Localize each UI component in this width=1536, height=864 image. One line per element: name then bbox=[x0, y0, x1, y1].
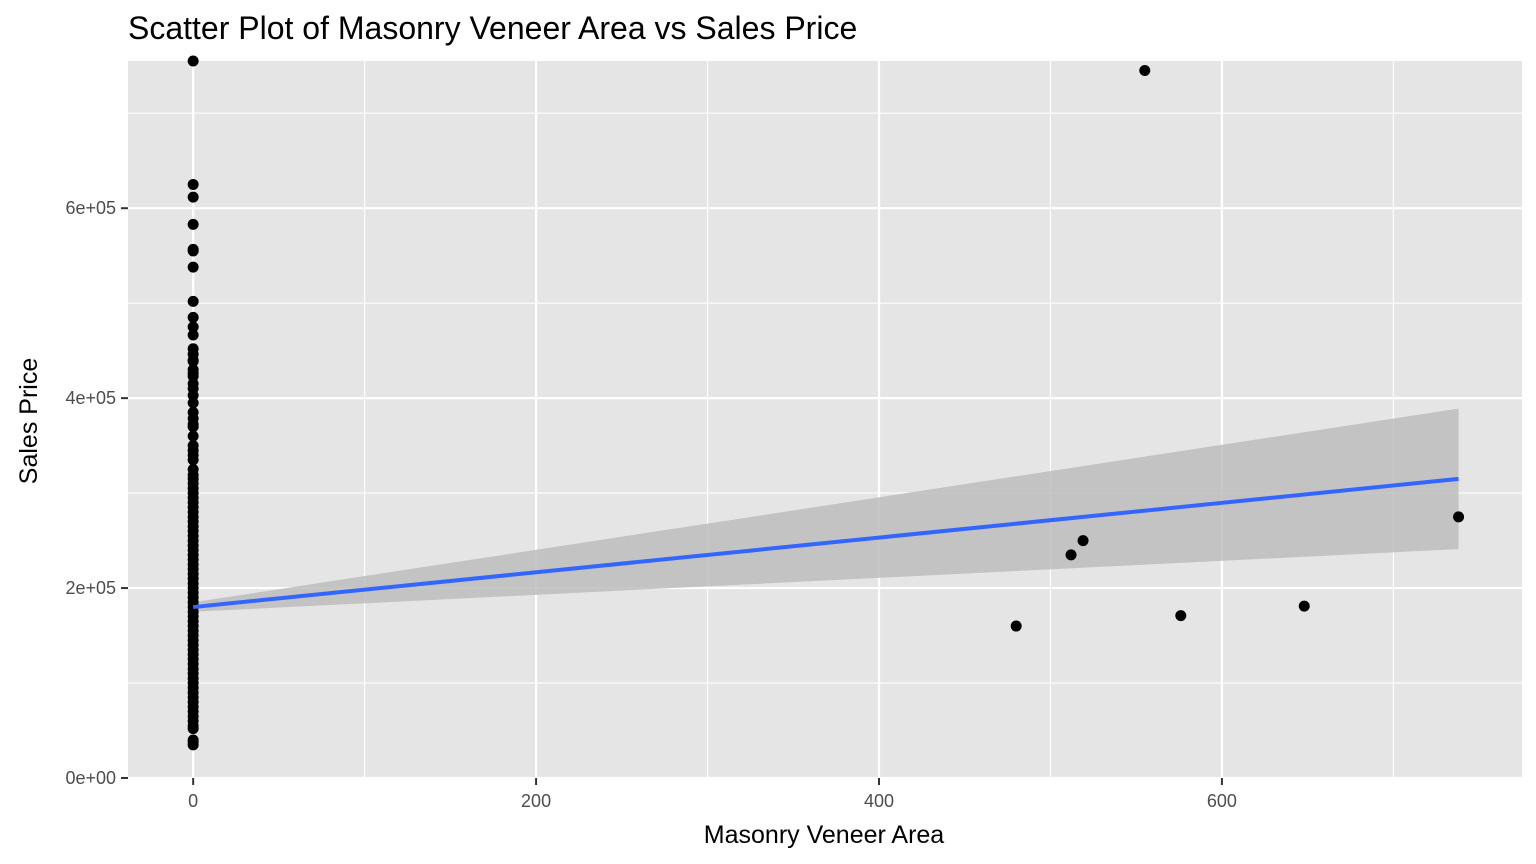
x-axis-title: Masonry Veneer Area bbox=[704, 821, 945, 849]
data-point bbox=[1453, 511, 1465, 523]
x-tick-label: 600 bbox=[1207, 791, 1237, 811]
fit-line-layer bbox=[192, 476, 1459, 610]
data-point bbox=[187, 191, 199, 203]
x-tick-label: 200 bbox=[521, 791, 551, 811]
data-point bbox=[1010, 620, 1022, 632]
data-point bbox=[187, 454, 199, 466]
data-point bbox=[187, 421, 199, 433]
chart-title: Scatter Plot of Masonry Veneer Area vs S… bbox=[128, 10, 857, 46]
data-point bbox=[1175, 610, 1187, 622]
y-tick-label: 4e+05 bbox=[65, 388, 116, 408]
data-point bbox=[1077, 535, 1089, 547]
data-point bbox=[187, 321, 199, 333]
y-tick-label: 2e+05 bbox=[65, 578, 116, 598]
data-point bbox=[187, 311, 199, 323]
data-point bbox=[187, 329, 199, 341]
data-point bbox=[187, 295, 199, 307]
data-point bbox=[187, 245, 199, 257]
data-point bbox=[187, 178, 199, 190]
y-tick-label: 0e+00 bbox=[65, 768, 116, 788]
data-point bbox=[1065, 549, 1077, 561]
minor-gridlines bbox=[128, 61, 1522, 778]
x-tick-label: 0 bbox=[188, 791, 198, 811]
y-tick-label: 6e+05 bbox=[65, 198, 116, 218]
data-point bbox=[187, 218, 199, 230]
data-point bbox=[187, 430, 199, 442]
data-point bbox=[187, 397, 199, 409]
fit-line bbox=[192, 476, 1459, 610]
data-point bbox=[187, 261, 199, 273]
y-axis-title: Sales Price bbox=[15, 358, 43, 484]
data-point bbox=[187, 355, 199, 367]
points-layer bbox=[187, 55, 1465, 751]
x-axis: 0 200 400 600 bbox=[188, 778, 1237, 811]
x-tick-label: 400 bbox=[864, 791, 894, 811]
data-point bbox=[1298, 600, 1310, 612]
data-point bbox=[187, 739, 199, 751]
data-point bbox=[1139, 64, 1151, 76]
confidence-band bbox=[193, 408, 1459, 612]
plot-panel bbox=[128, 55, 1522, 780]
data-point bbox=[187, 55, 199, 67]
y-axis: 0e+00 2e+05 4e+05 6e+05 bbox=[65, 198, 128, 788]
panel-background bbox=[128, 61, 1522, 778]
data-point bbox=[187, 723, 199, 735]
confidence-band-layer bbox=[193, 408, 1459, 612]
